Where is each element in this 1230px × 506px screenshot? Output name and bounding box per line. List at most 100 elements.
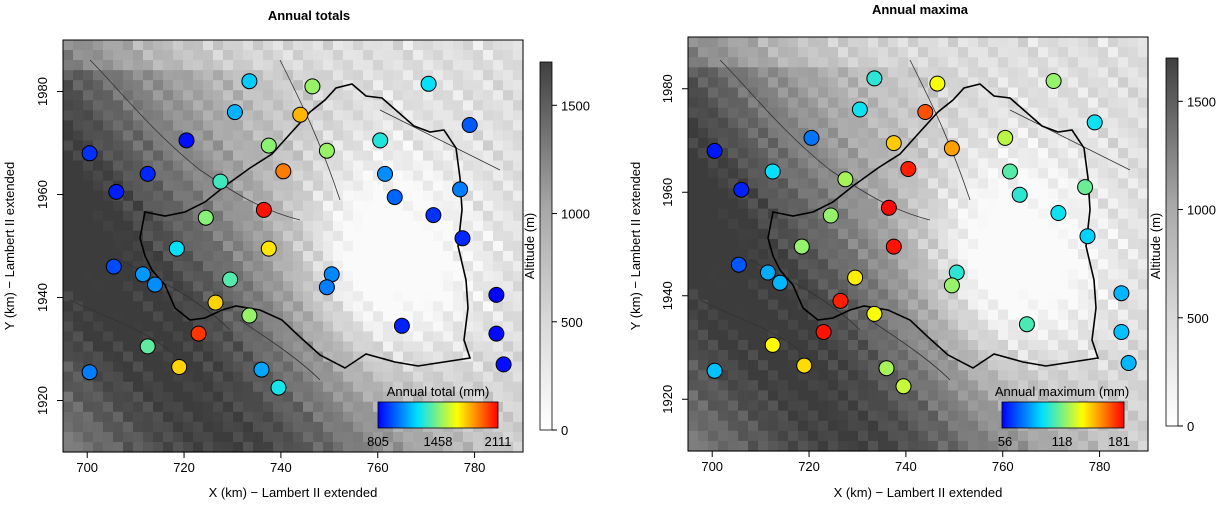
raster-cell (718, 440, 729, 452)
raster-cell (1098, 178, 1109, 190)
raster-cell (273, 40, 284, 51)
raster-cell (453, 130, 464, 142)
raster-cell (1098, 360, 1109, 371)
raster-cell (1028, 188, 1039, 200)
raster-cell (688, 440, 699, 452)
raster-cell (223, 230, 234, 242)
raster-cell (808, 430, 819, 442)
raster-cell (768, 238, 779, 250)
raster-cell (513, 40, 524, 51)
raster-cell (303, 100, 314, 111)
raster-cell (253, 240, 264, 252)
raster-cell (353, 251, 364, 262)
raster-cell (123, 331, 134, 343)
raster-cell (928, 57, 939, 68)
raster-cell (868, 400, 879, 412)
raster-cell (383, 301, 394, 312)
raster-cell (493, 271, 504, 282)
station-marker (190, 325, 207, 342)
raster-cell (303, 180, 314, 192)
raster-cell (373, 341, 384, 353)
raster-cell (173, 50, 184, 61)
raster-cell (443, 351, 454, 363)
raster-cell (888, 148, 899, 159)
raster-cell (798, 279, 809, 291)
raster-cell (718, 218, 729, 230)
raster-cell (213, 100, 224, 111)
raster-cell (868, 249, 879, 260)
raster-cell (433, 381, 444, 393)
raster-cell (283, 251, 294, 262)
raster-cell (393, 100, 404, 111)
raster-cell (918, 158, 929, 169)
raster-cell (123, 321, 134, 333)
raster-cell (93, 421, 104, 433)
raster-cell (173, 140, 184, 152)
raster-cell (253, 391, 264, 403)
raster-cell (103, 271, 114, 282)
raster-cell (758, 420, 769, 432)
raster-cell (728, 57, 739, 68)
raster-cell (103, 40, 114, 51)
raster-cell (1078, 97, 1089, 109)
raster-cell (113, 301, 124, 312)
raster-cell (768, 87, 779, 99)
raster-cell (253, 301, 264, 312)
raster-cell (113, 40, 124, 51)
raster-cell (383, 431, 394, 443)
raster-cell (768, 319, 779, 331)
raster-cell (233, 371, 244, 383)
station-marker (318, 142, 335, 159)
raster-cell (908, 77, 919, 89)
raster-cell (273, 411, 284, 423)
raster-cell (253, 441, 264, 453)
raster-cell (463, 220, 474, 232)
raster-cell (473, 190, 484, 202)
raster-cell (153, 190, 164, 202)
raster-cell (1128, 198, 1139, 210)
raster-cell (1088, 218, 1099, 230)
raster-cell (473, 341, 484, 353)
raster-cell (998, 117, 1009, 129)
raster-cell (63, 190, 74, 202)
raster-cell (413, 371, 424, 383)
station-marker (803, 129, 820, 146)
raster-cell (73, 361, 84, 373)
raster-cell (383, 80, 394, 91)
raster-cell (123, 50, 134, 61)
raster-cell (183, 200, 194, 212)
raster-cell (758, 168, 769, 179)
raster-cell (958, 259, 969, 270)
raster-cell (393, 371, 404, 383)
raster-cell (798, 107, 809, 119)
raster-cell (343, 110, 354, 121)
raster-cell (163, 351, 174, 363)
raster-cell (798, 87, 809, 99)
station-marker (139, 165, 156, 182)
raster-cell (1088, 370, 1099, 381)
raster-cell (758, 198, 769, 210)
raster-cell (73, 311, 84, 322)
raster-cell (1028, 158, 1039, 169)
station-marker (1045, 73, 1062, 89)
raster-cell (343, 140, 354, 152)
raster-cell (1028, 208, 1039, 220)
raster-cell (453, 60, 464, 71)
raster-cell (113, 371, 124, 383)
raster-cell (233, 311, 244, 322)
raster-cell (718, 117, 729, 129)
raster-cell (63, 120, 74, 132)
raster-cell (778, 218, 789, 230)
raster-cell (183, 421, 194, 433)
raster-cell (373, 441, 384, 453)
raster-cell (343, 271, 354, 282)
raster-cell (333, 60, 344, 71)
raster-cell (423, 251, 434, 262)
raster-cell (123, 240, 134, 252)
raster-cell (1008, 430, 1019, 442)
raster-cell (1068, 430, 1079, 442)
raster-cell (858, 420, 869, 432)
raster-cell (203, 230, 214, 242)
raster-cell (303, 200, 314, 212)
station-marker (706, 142, 723, 159)
